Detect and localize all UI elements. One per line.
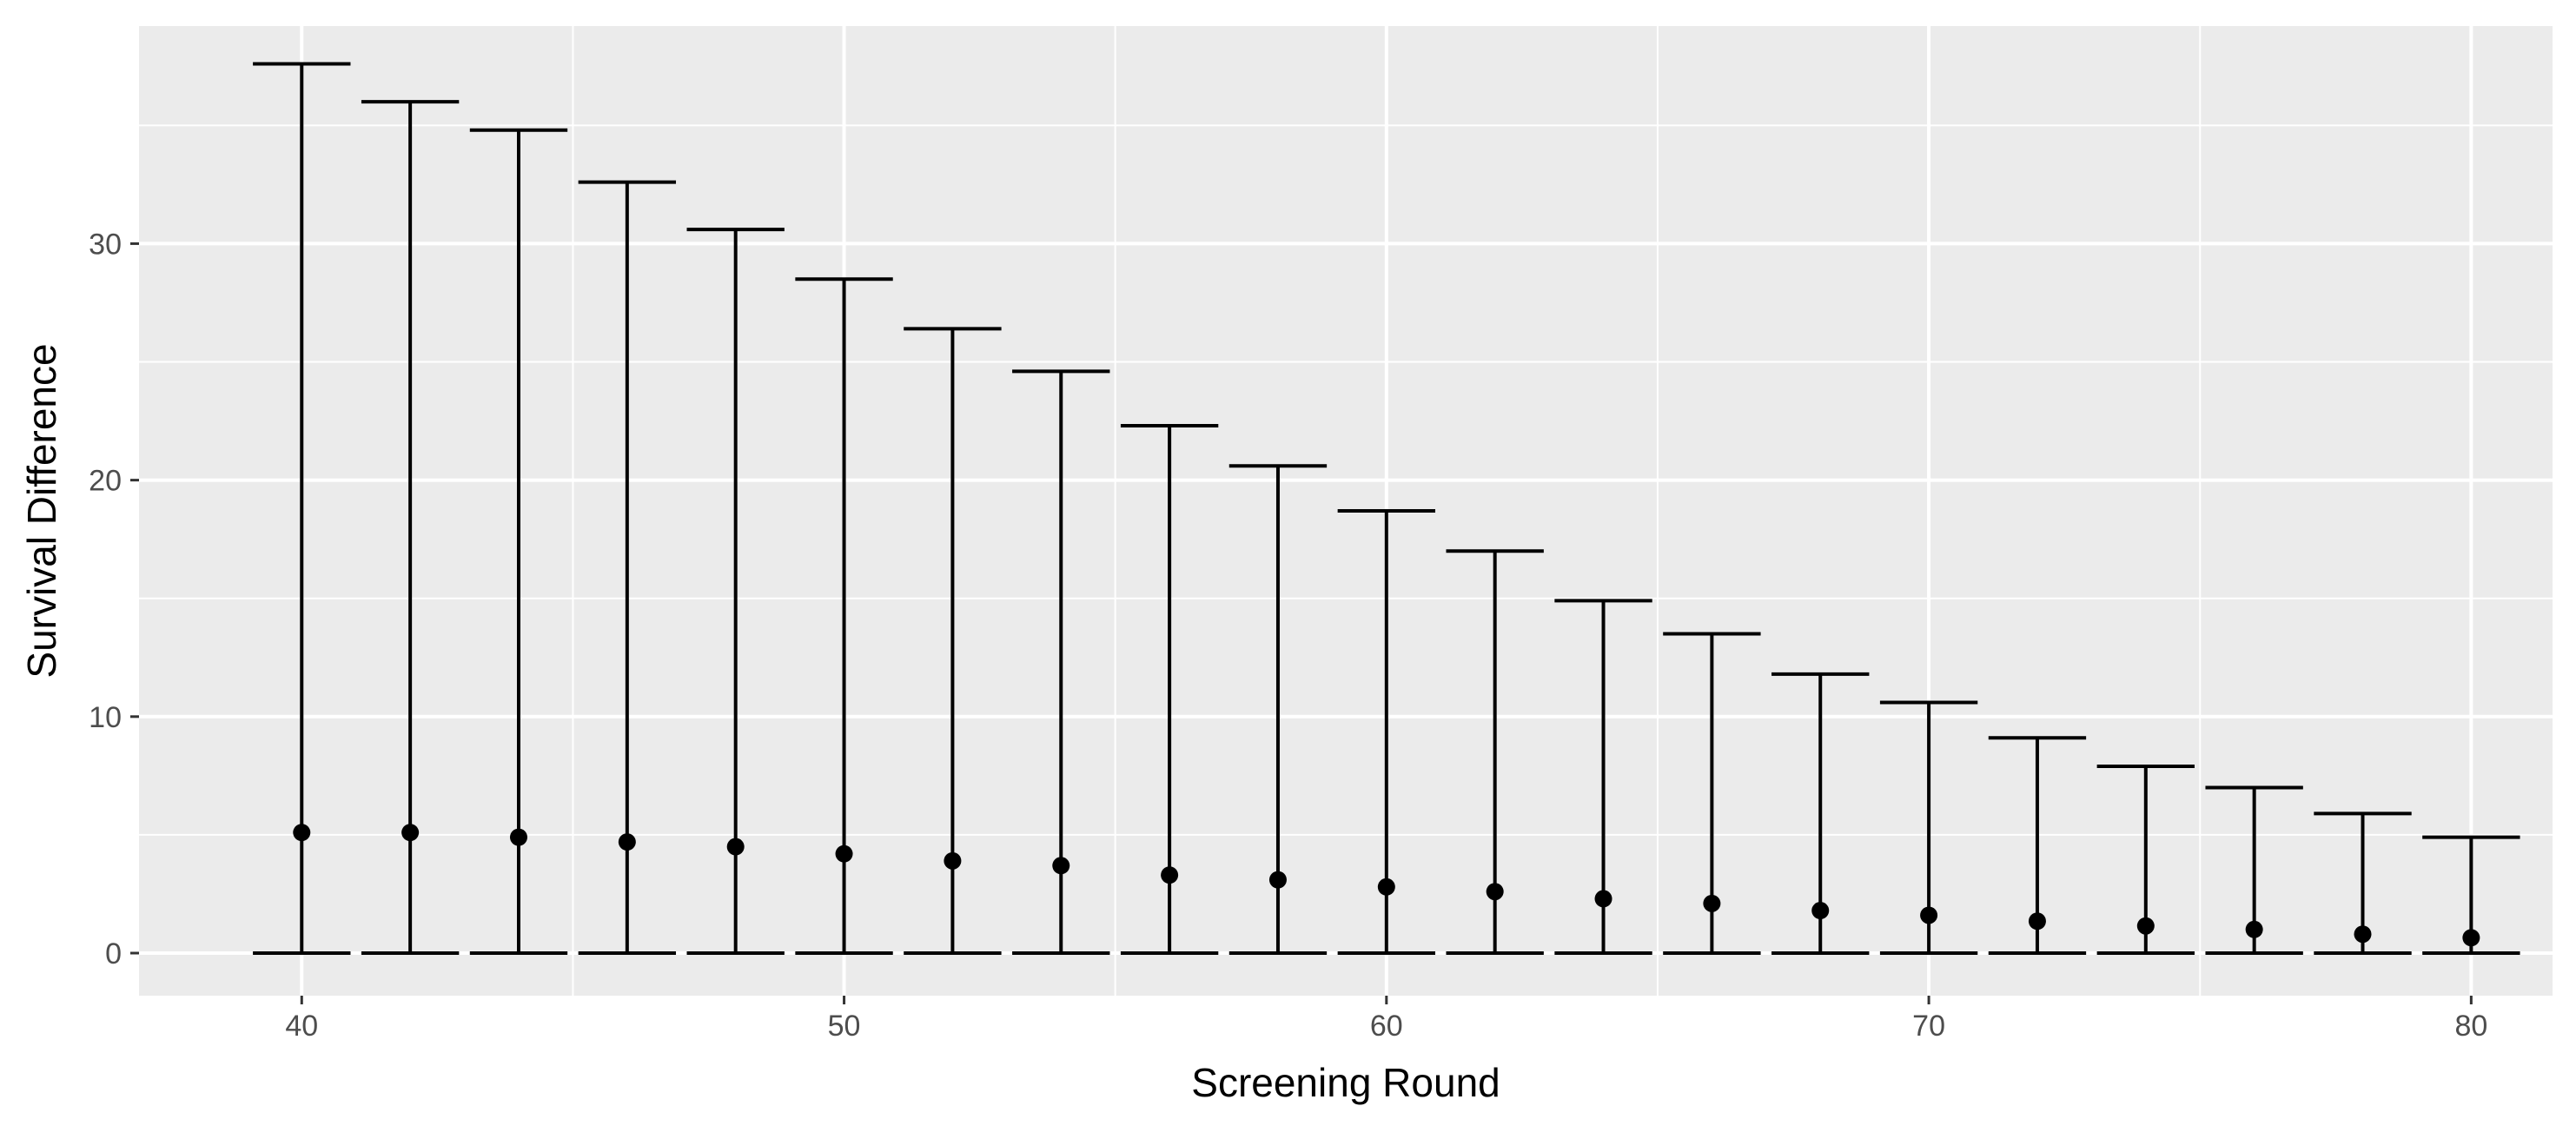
data-point xyxy=(835,844,853,863)
x-tick-label: 50 xyxy=(828,1010,861,1043)
data-point xyxy=(1052,857,1070,875)
data-point xyxy=(1161,866,1179,884)
errorbar-group xyxy=(2205,785,2303,956)
errorbar-group xyxy=(1228,464,1328,956)
errorbar-group xyxy=(2422,835,2520,956)
errorbar-group xyxy=(1337,509,1436,956)
errorbar-group xyxy=(1771,672,1870,956)
data-point xyxy=(293,824,311,842)
y-axis: 0 10 20 30 xyxy=(89,228,139,970)
errorbar-group xyxy=(1663,632,1761,956)
x-tick-label: 70 xyxy=(1912,1010,1945,1043)
data-point xyxy=(2354,925,2372,944)
y-tick-label: 30 xyxy=(89,228,122,261)
data-point xyxy=(1268,871,1287,889)
data-point xyxy=(401,824,420,842)
data-point xyxy=(1811,902,1830,920)
errorbar-group xyxy=(1446,549,1544,956)
data-point xyxy=(2245,920,2263,938)
data-point xyxy=(2462,929,2480,947)
errorbar-group xyxy=(469,128,568,956)
data-point xyxy=(1377,878,1395,896)
errorbar-group xyxy=(686,228,785,956)
y-tick-label: 0 xyxy=(105,937,122,970)
y-tick-label: 20 xyxy=(89,465,122,498)
x-tick-label: 80 xyxy=(2454,1010,2487,1043)
data-point xyxy=(1594,890,1612,908)
errorbar-group xyxy=(1012,369,1110,956)
data-point xyxy=(509,828,527,846)
data-point xyxy=(1703,894,1721,912)
errorbar-group xyxy=(1988,736,2087,956)
data-point xyxy=(726,838,745,856)
errorbar-group xyxy=(361,100,460,956)
x-axis-title: Screening Round xyxy=(1191,1060,1500,1105)
y-tick-label: 10 xyxy=(89,701,122,734)
errorbar-group xyxy=(2314,811,2412,956)
errorbar-group xyxy=(795,277,893,956)
errorbar-group xyxy=(1879,700,1978,956)
data-point xyxy=(2136,917,2155,935)
data-point xyxy=(1920,906,1938,924)
y-axis-title: Survival Difference xyxy=(19,343,64,678)
data-point xyxy=(2028,912,2046,931)
data-marks xyxy=(253,62,2520,956)
x-tick-label: 60 xyxy=(1370,1010,1403,1043)
data-point xyxy=(944,851,962,870)
errorbar-group xyxy=(1120,424,1219,956)
errorbar-group xyxy=(904,327,1002,956)
x-axis: 40 50 60 70 80 xyxy=(285,996,2487,1043)
errorbar-group xyxy=(1554,599,1652,956)
data-point xyxy=(618,833,636,851)
minor-gridlines xyxy=(139,26,2553,996)
errorbar-group xyxy=(2096,764,2195,956)
errorbar-group xyxy=(578,180,677,956)
errorbar-group xyxy=(253,62,351,956)
data-point xyxy=(1486,883,1504,901)
x-tick-label: 40 xyxy=(285,1010,318,1043)
